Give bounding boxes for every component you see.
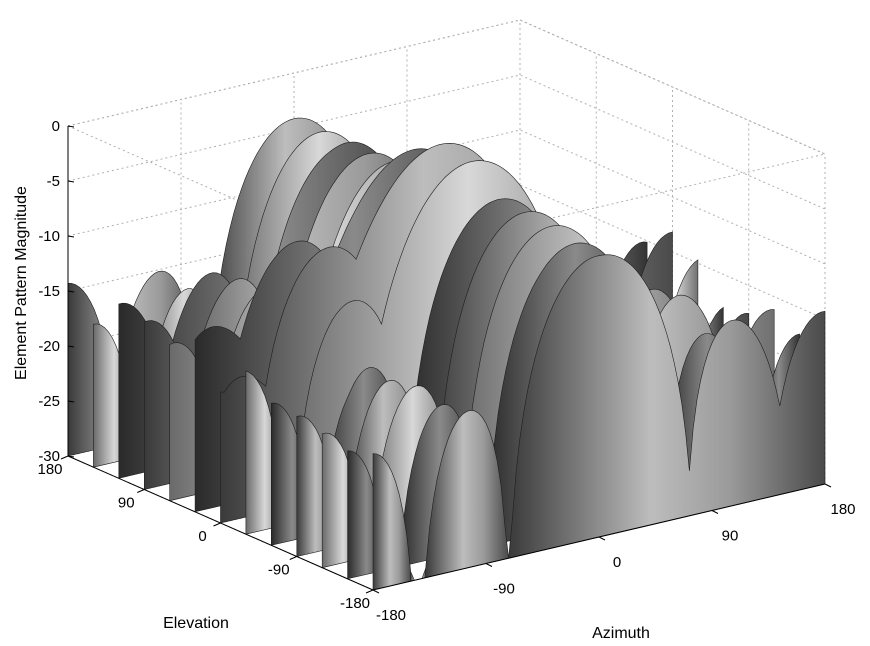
box-edge [372, 153, 826, 261]
azimuth-axis-label: Azimuth [592, 625, 650, 642]
elevation-tick [365, 589, 374, 594]
elevation-tick [289, 556, 297, 560]
z-tick-label: -20 [38, 338, 60, 355]
box-edge [67, 125, 374, 261]
azimuth-tick [485, 563, 493, 567]
z-tick [67, 455, 75, 458]
box-edge [519, 19, 826, 155]
z-tick-label: -10 [38, 228, 60, 245]
surface-lobe [372, 453, 411, 591]
z-tick [67, 345, 75, 348]
surface-lobe [425, 409, 509, 578]
z-gridline [67, 129, 826, 265]
z-tick [67, 180, 75, 183]
z-tick [67, 400, 75, 403]
elevation-tick-label: 180 [37, 461, 62, 478]
elevation-axis-label: Elevation [163, 615, 229, 632]
azimuth-tick-label: -90 [493, 581, 515, 598]
surface-mesh [67, 117, 826, 591]
z-tick-label: -5 [47, 173, 60, 190]
elevation-tick-label: -90 [268, 562, 290, 579]
z-tick [67, 125, 75, 128]
z-tick-label: -30 [38, 448, 60, 465]
elevation-tick-label: 90 [118, 495, 135, 512]
azimuth-tick [711, 510, 719, 514]
elevation-tick-label: -180 [340, 595, 370, 612]
axes-lines [60, 125, 832, 594]
azimuth-tick [372, 589, 380, 594]
z-tick-label: -25 [38, 393, 60, 410]
azimuth-tick-labels: -180 -90 0 90 180 [376, 501, 856, 624]
elevation-tick [60, 455, 69, 460]
azimuth-tick-label: -180 [376, 607, 406, 624]
z-gridline [67, 184, 826, 320]
z-tick [67, 235, 75, 238]
z-tick-labels: 0 -5 -10 -15 -20 -25 -30 [38, 118, 60, 465]
elevation-tick-labels: -180 -90 0 90 180 [37, 461, 370, 612]
azimuth-tick [824, 483, 832, 488]
elevation-tick [213, 522, 221, 527]
azimuth-tick-label: 90 [722, 528, 739, 545]
z-tick-label: 0 [52, 118, 60, 135]
azimuth-tick-label: 180 [830, 501, 855, 518]
z-tick [67, 290, 75, 293]
surface-lobe [508, 254, 826, 559]
z-tick-label: -15 [38, 283, 60, 300]
azimuth-tick [598, 536, 606, 541]
box-edge [67, 19, 521, 127]
z-gridline [67, 74, 826, 210]
elevation-slice [372, 254, 826, 591]
azimuth-tick-label: 0 [613, 554, 621, 571]
elevation-tick [137, 489, 145, 493]
z-gridline [67, 19, 826, 155]
z-axis-label: Element Pattern Magnitude [13, 186, 30, 380]
elevation-tick-label: 0 [198, 528, 206, 545]
